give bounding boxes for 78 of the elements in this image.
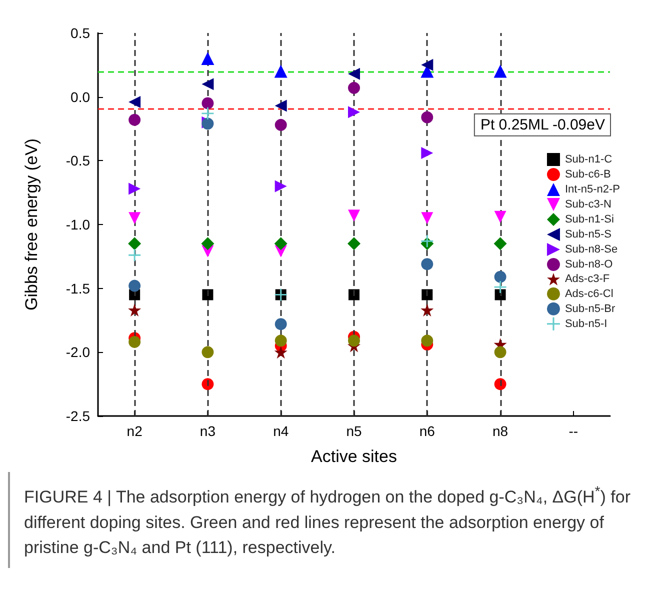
legend-label: Sub-n5-S (564, 228, 612, 240)
point (494, 64, 507, 78)
point (201, 237, 214, 250)
y-tick-label: -0.5 (66, 152, 90, 169)
point (274, 318, 287, 330)
point (128, 212, 141, 224)
point (348, 106, 360, 118)
point (421, 147, 434, 160)
point (494, 237, 507, 250)
point (202, 97, 214, 110)
legend-label: Sub-n5-Br (564, 302, 616, 315)
point (421, 235, 434, 248)
point (274, 64, 288, 78)
point (202, 289, 214, 300)
point (128, 182, 141, 195)
point (494, 346, 506, 358)
point (274, 346, 288, 359)
y-tick-label: 0.5 (70, 25, 90, 41)
point (421, 258, 434, 270)
x-tick-label: n8 (492, 423, 508, 439)
legend-label: Sub-c3-N (564, 198, 612, 210)
legend-label: Ads-c6-Cl (564, 288, 614, 300)
point (128, 237, 142, 250)
point (348, 82, 360, 94)
legend-label: Sub-n1-C (564, 154, 612, 166)
x-tick-label: n2 (126, 423, 143, 439)
x-tick-label: n3 (200, 423, 216, 439)
point (274, 334, 287, 347)
ref-line-label: Pt 0.25ML -0.09eV (480, 116, 605, 134)
point (494, 378, 506, 390)
y-axis-title: Gibbs free energy (eV) (22, 138, 41, 310)
caption: FIGURE 4 | The adsorption energy of hydrogen on the doped g-C₃N₄, ΔG(H$^{*}$) for different doping sites. Green and red lines represent the adsorption energy of pristine g-C₃N₄ and Pt (111), respectively. (8, 472, 654, 568)
point (494, 210, 506, 223)
legend-label: Sub-c6-B (564, 168, 611, 180)
point (202, 346, 214, 358)
point (348, 210, 360, 222)
point (421, 334, 434, 347)
point (128, 114, 141, 126)
point (274, 100, 287, 112)
x-axis-title: Active sites (311, 447, 397, 466)
point (421, 58, 434, 71)
point (202, 78, 214, 90)
legend-label: Ads-c3-F (564, 273, 610, 286)
legend-label: Sub-n8-O (564, 258, 614, 270)
point (348, 289, 360, 300)
point (348, 68, 360, 80)
point (202, 107, 214, 120)
point (274, 237, 288, 250)
point (422, 289, 433, 300)
point (420, 304, 434, 317)
y-tick-label: -2.0 (66, 344, 90, 360)
point (348, 334, 360, 347)
x-tick-label: n4 (273, 423, 289, 439)
legend-label: Int-n5-n2-P (564, 184, 620, 196)
x-tick-label: n6 (419, 423, 436, 439)
legend-label: Sub-n8-Se (564, 244, 618, 256)
x-tick-label: n5 (346, 423, 362, 439)
point (494, 281, 506, 294)
y-tick-label: -1.0 (66, 216, 90, 232)
point (128, 304, 142, 317)
x-tick-label: -- (568, 423, 578, 439)
point (128, 96, 141, 108)
point (128, 280, 141, 292)
point (494, 270, 506, 283)
legend-label: Sub-n1-Si (564, 214, 614, 226)
y-tick-label: -1.5 (66, 280, 90, 296)
point (421, 212, 434, 224)
point (128, 249, 141, 262)
point (128, 336, 141, 348)
y-tick-label: -2.5 (66, 408, 90, 424)
y-tick-label: 0.0 (70, 88, 90, 105)
point (202, 378, 214, 390)
point (348, 237, 360, 250)
legend-label: Sub-n5-I (564, 318, 608, 330)
point (421, 111, 434, 124)
point (201, 52, 214, 66)
point (274, 180, 287, 192)
point (274, 118, 287, 131)
